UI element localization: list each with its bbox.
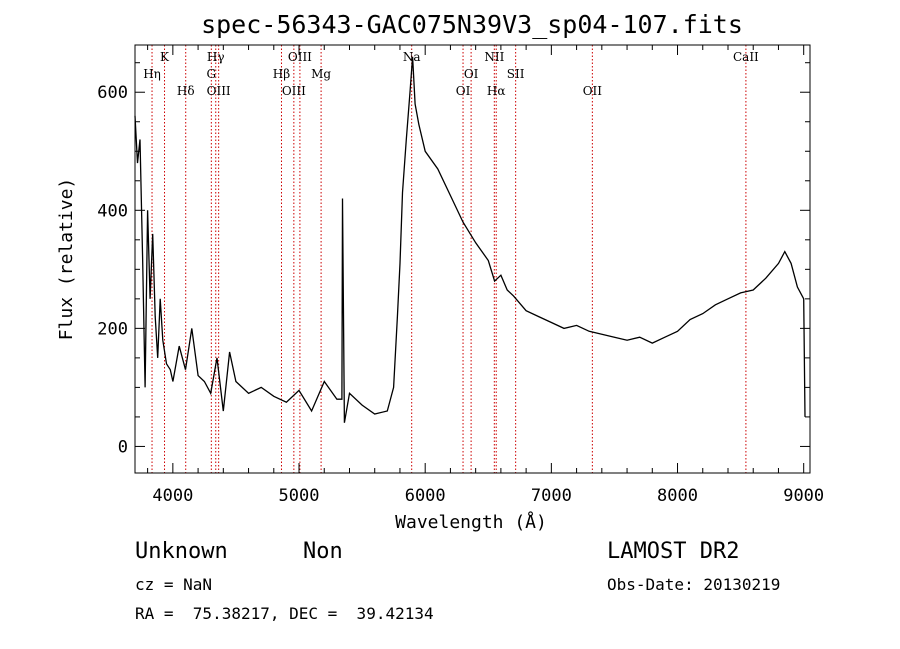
y-axis-label: Flux (relative) xyxy=(56,178,77,341)
spectral-line-label: OIII xyxy=(207,84,231,98)
spectral-line-label: Hδ xyxy=(177,84,195,98)
plot-frame xyxy=(134,44,811,474)
spectral-line-label: G xyxy=(207,67,217,81)
x-tick-label: 4000 xyxy=(152,486,193,506)
y-axis: 0 200 400 600 xyxy=(97,62,810,457)
subclass-label: Non xyxy=(303,539,343,564)
y-tick-label: 200 xyxy=(97,319,128,339)
x-tick-label: 9000 xyxy=(783,486,824,506)
spectrum-line xyxy=(134,56,806,423)
spectral-line-label: Hη xyxy=(143,67,161,81)
x-axis: 4000 5000 6000 7000 8000 9000 xyxy=(147,45,824,506)
x-tick-label: 6000 xyxy=(405,486,446,506)
spectral-line-label: OII xyxy=(583,84,603,98)
y-tick-label: 0 xyxy=(118,437,128,457)
spectral-line-markers xyxy=(151,45,747,473)
spectral-line-label: OIII xyxy=(282,84,306,98)
class-label: Unknown xyxy=(135,539,228,564)
x-tick-label: 8000 xyxy=(657,486,698,506)
y-tick-label: 600 xyxy=(97,83,128,103)
spectral-line-label: OIII xyxy=(288,50,312,64)
coords-label: RA = 75.38217, DEC = 39.42134 xyxy=(135,604,434,623)
spectral-line-label: Na xyxy=(403,50,421,64)
spectral-line-label: OI xyxy=(464,67,479,81)
spectral-line-label: CaII xyxy=(733,50,759,64)
spectral-line-label: Hα xyxy=(487,84,506,98)
spectral-line-label: K xyxy=(160,50,170,64)
spectral-line-label: OI xyxy=(456,84,471,98)
spectral-line-label: Hβ xyxy=(273,67,290,81)
spectral-line-label: Hγ xyxy=(207,50,225,64)
x-tick-label: 7000 xyxy=(531,486,572,506)
x-axis-label: Wavelength (Å) xyxy=(395,511,547,533)
redshift-label: cz = NaN xyxy=(135,575,213,594)
x-tick-label: 5000 xyxy=(279,486,320,506)
y-tick-label: 400 xyxy=(97,201,128,221)
obs-date-label: Obs-Date: 20130219 xyxy=(607,575,781,594)
spectral-line-label: NII xyxy=(484,50,504,64)
spectrum-chart: spec-56343-GAC075N39V3_sp04-107.fits Hη K… xyxy=(56,10,824,533)
chart-title: spec-56343-GAC075N39V3_sp04-107.fits xyxy=(201,10,743,39)
survey-label: LAMOST DR2 xyxy=(607,539,740,564)
spectral-line-label: Mg xyxy=(311,67,331,81)
spectral-line-label: SII xyxy=(507,67,525,81)
